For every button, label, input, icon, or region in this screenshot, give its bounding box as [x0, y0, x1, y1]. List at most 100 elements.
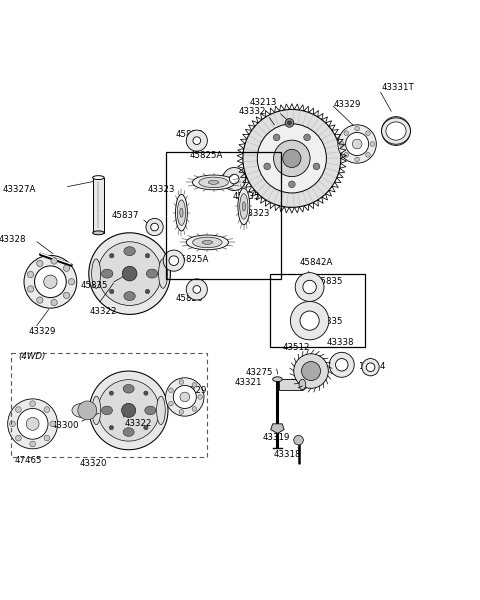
Text: 45835: 45835	[316, 317, 343, 326]
Ellipse shape	[158, 259, 168, 288]
Ellipse shape	[156, 396, 165, 425]
Circle shape	[257, 124, 326, 193]
Circle shape	[273, 134, 280, 141]
Circle shape	[303, 280, 316, 294]
Text: 43322: 43322	[125, 419, 152, 428]
Circle shape	[294, 354, 328, 388]
Circle shape	[51, 299, 57, 306]
Circle shape	[304, 134, 311, 141]
Ellipse shape	[202, 241, 213, 244]
Text: 43338: 43338	[326, 338, 354, 347]
Text: 43320: 43320	[80, 460, 108, 469]
Circle shape	[290, 301, 329, 340]
Circle shape	[145, 253, 150, 258]
Ellipse shape	[386, 122, 406, 140]
Text: 43322: 43322	[89, 307, 117, 316]
Circle shape	[329, 352, 354, 377]
Circle shape	[146, 218, 163, 236]
Ellipse shape	[93, 176, 104, 179]
Text: 43327A: 43327A	[2, 185, 36, 194]
Ellipse shape	[92, 259, 101, 288]
Text: 43321: 43321	[234, 378, 262, 387]
Circle shape	[50, 421, 56, 427]
Text: 45825A: 45825A	[175, 254, 209, 263]
Circle shape	[8, 399, 58, 449]
Ellipse shape	[299, 379, 306, 390]
Ellipse shape	[123, 428, 134, 436]
Circle shape	[313, 163, 320, 170]
Text: 45842A: 45842A	[299, 259, 333, 268]
Circle shape	[68, 278, 75, 285]
Circle shape	[89, 371, 168, 450]
Circle shape	[44, 407, 50, 412]
Circle shape	[27, 286, 34, 292]
Bar	[166, 152, 281, 280]
Circle shape	[355, 157, 360, 161]
Text: 43318: 43318	[273, 450, 301, 459]
Circle shape	[89, 233, 170, 314]
Circle shape	[295, 272, 324, 301]
Circle shape	[198, 395, 203, 399]
Circle shape	[193, 137, 201, 145]
Circle shape	[370, 142, 375, 146]
Circle shape	[300, 311, 319, 330]
Ellipse shape	[192, 175, 235, 190]
Circle shape	[145, 289, 150, 294]
Circle shape	[109, 391, 114, 395]
Circle shape	[382, 116, 410, 145]
Circle shape	[193, 286, 201, 293]
Circle shape	[44, 275, 57, 289]
Circle shape	[264, 163, 271, 170]
Circle shape	[15, 435, 21, 441]
Text: (4WD): (4WD)	[18, 352, 46, 361]
Circle shape	[274, 140, 310, 176]
Circle shape	[30, 441, 36, 447]
Circle shape	[166, 378, 204, 416]
Circle shape	[24, 256, 77, 308]
Ellipse shape	[273, 377, 282, 382]
Circle shape	[26, 418, 39, 430]
Text: 45826: 45826	[176, 130, 204, 139]
Ellipse shape	[101, 406, 112, 415]
Circle shape	[229, 174, 239, 184]
Circle shape	[63, 292, 70, 299]
Text: 43331T: 43331T	[382, 83, 414, 92]
Ellipse shape	[101, 269, 113, 278]
Text: 43332: 43332	[239, 107, 266, 116]
Text: 45825A: 45825A	[190, 151, 223, 160]
Circle shape	[243, 109, 341, 208]
Ellipse shape	[72, 403, 93, 418]
Ellipse shape	[186, 235, 228, 250]
Ellipse shape	[177, 200, 186, 226]
Polygon shape	[271, 424, 284, 433]
Ellipse shape	[192, 237, 222, 248]
Circle shape	[344, 131, 348, 136]
Circle shape	[338, 125, 376, 163]
Text: 43213: 43213	[250, 98, 277, 107]
Ellipse shape	[92, 396, 101, 425]
Text: 43329: 43329	[334, 100, 361, 109]
Ellipse shape	[146, 269, 158, 278]
Circle shape	[186, 130, 207, 151]
Circle shape	[179, 380, 184, 384]
Circle shape	[301, 362, 321, 380]
Circle shape	[179, 410, 184, 414]
Circle shape	[144, 391, 148, 395]
Circle shape	[288, 181, 295, 188]
Circle shape	[109, 253, 114, 258]
Circle shape	[109, 425, 114, 430]
Circle shape	[173, 385, 196, 409]
Circle shape	[180, 392, 190, 402]
Circle shape	[122, 266, 137, 281]
Ellipse shape	[124, 247, 135, 256]
Circle shape	[366, 363, 375, 371]
Circle shape	[109, 289, 114, 294]
Circle shape	[186, 279, 207, 300]
Circle shape	[36, 260, 43, 266]
Circle shape	[44, 435, 50, 441]
Ellipse shape	[180, 208, 183, 217]
Ellipse shape	[242, 202, 245, 211]
Text: 43329: 43329	[29, 326, 56, 335]
Circle shape	[389, 124, 403, 138]
Circle shape	[27, 271, 34, 278]
